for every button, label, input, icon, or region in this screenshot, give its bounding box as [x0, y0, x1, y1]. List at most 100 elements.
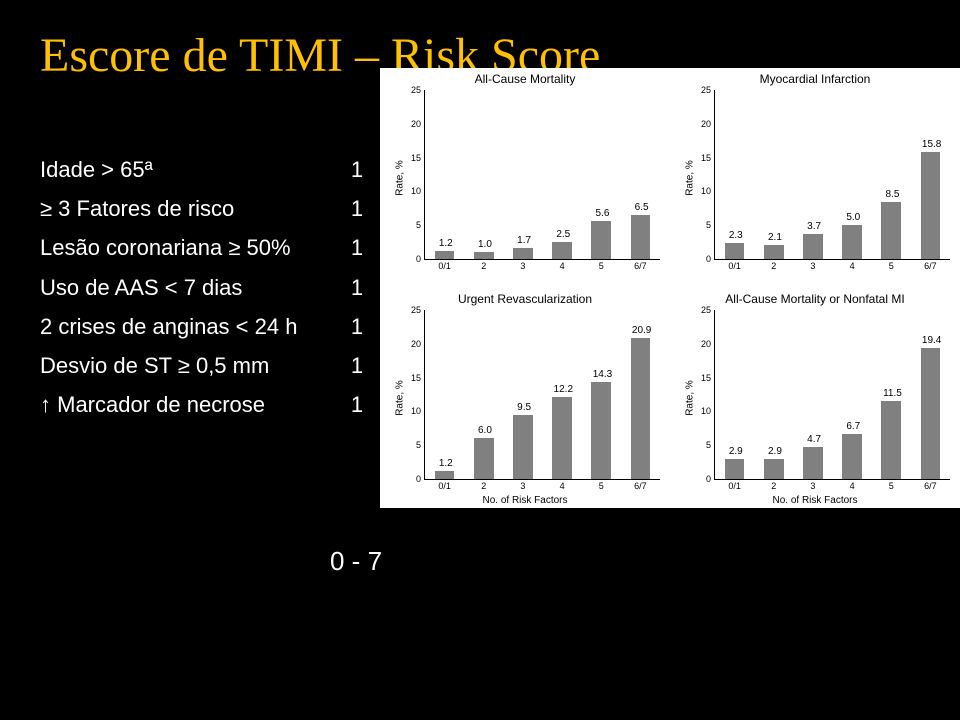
bar-value: 14.3 [582, 369, 622, 380]
y-tick: 20 [701, 119, 715, 129]
x-tick: 6/7 [924, 259, 937, 271]
y-tick: 0 [416, 474, 425, 484]
y-tick: 5 [416, 440, 425, 450]
chart-title: Myocardial Infarction [670, 72, 960, 86]
bar-value: 2.9 [716, 446, 756, 457]
bar-value: 1.0 [465, 239, 505, 250]
x-tick: 4 [850, 259, 855, 271]
chart-title: Urgent Revascularization [380, 292, 670, 306]
criteria-label: ↑ Marcador de necrose [40, 387, 265, 422]
bar [764, 459, 784, 479]
y-tick: 15 [411, 373, 425, 383]
criteria-value: 1 [339, 309, 375, 344]
plot-area: 05101520251.20/16.029.5312.2414.3520.96/… [424, 310, 660, 480]
x-tick: 2 [481, 259, 486, 271]
x-tick: 4 [850, 479, 855, 491]
criteria-row: Desvio de ST ≥ 0,5 mm1 [40, 346, 375, 385]
x-tick: 0/1 [728, 479, 741, 491]
x-tick: 0/1 [438, 259, 451, 271]
x-tick: 5 [599, 259, 604, 271]
bar-value: 6.7 [833, 421, 873, 432]
bar [552, 242, 572, 259]
criteria-label: Idade > 65ª [40, 152, 153, 187]
bar-value: 15.8 [912, 139, 952, 150]
bar-value: 8.5 [872, 189, 912, 200]
bar [435, 251, 455, 259]
criteria-value: 1 [339, 230, 375, 265]
y-tick: 0 [706, 254, 715, 264]
chart-all-cause-mortality: All-Cause MortalityRate, %05101520251.20… [380, 68, 670, 288]
bar [552, 397, 572, 479]
x-tick: 0/1 [728, 259, 741, 271]
x-tick: 3 [520, 479, 525, 491]
bar [921, 348, 941, 479]
bar-value: 2.5 [543, 229, 583, 240]
y-tick: 15 [701, 373, 715, 383]
x-tick: 5 [599, 479, 604, 491]
x-tick: 3 [810, 479, 815, 491]
x-tick: 2 [771, 479, 776, 491]
bar-value: 6.0 [465, 425, 505, 436]
x-tick: 2 [771, 259, 776, 271]
bar-value: 19.4 [912, 335, 952, 346]
y-tick: 25 [411, 85, 425, 95]
bar-value: 12.2 [543, 384, 583, 395]
criteria-value: 1 [339, 348, 375, 383]
bar-value: 1.2 [426, 238, 466, 249]
bar-value: 1.7 [504, 235, 544, 246]
bar [513, 248, 533, 259]
y-tick: 15 [701, 153, 715, 163]
plot-area: 05101520251.20/11.021.732.545.656.56/7 [424, 90, 660, 260]
y-axis-label: Rate, % [394, 380, 405, 416]
y-tick: 0 [706, 474, 715, 484]
bar-value: 1.2 [426, 458, 466, 469]
y-tick: 10 [411, 186, 425, 196]
chart-urgent-revasc: Urgent Revascularization Rate, % No. of Ri… [380, 288, 670, 508]
chart-mortality-nonfatal-mi: All-Cause Mortality or Nonfatal MI Rate, … [670, 288, 960, 508]
bar [591, 221, 611, 259]
criteria-row: Uso de AAS < 7 dias1 [40, 268, 375, 307]
bar-value: 9.5 [504, 402, 544, 413]
y-axis-label: Rate, % [684, 160, 695, 196]
plot-area: 05101520252.30/12.123.735.048.5515.86/7 [714, 90, 950, 260]
plot-area: 05101520252.90/12.924.736.7411.5519.46/7 [714, 310, 950, 480]
chart-myocardial-infarction: Myocardial Infarction Rate, % 05101520252.… [670, 68, 960, 288]
x-tick: 3 [520, 259, 525, 271]
score-range: 0 - 7 [330, 546, 382, 577]
criteria-label: 2 crises de anginas < 24 h [40, 309, 297, 344]
bar-value: 2.3 [716, 230, 756, 241]
bar [803, 447, 823, 479]
x-tick: 5 [889, 259, 894, 271]
y-tick: 25 [701, 305, 715, 315]
y-tick: 20 [701, 339, 715, 349]
criteria-row: ↑ Marcador de necrose1 [40, 385, 375, 424]
chart-title: All-Cause Mortality or Nonfatal MI [670, 292, 960, 306]
bar [725, 243, 745, 259]
bar-value: 20.9 [622, 325, 662, 336]
bar-value: 5.0 [833, 212, 873, 223]
y-tick: 10 [411, 406, 425, 416]
x-tick: 4 [560, 259, 565, 271]
bar-value: 5.6 [582, 208, 622, 219]
criteria-value: 1 [339, 152, 375, 187]
bar-value: 2.1 [755, 232, 795, 243]
criteria-row: 2 crises de anginas < 24 h 1 [40, 307, 375, 346]
bar [842, 225, 862, 259]
y-axis-label: Rate, % [394, 160, 405, 196]
criteria-value: 1 [339, 191, 375, 226]
y-tick: 5 [706, 220, 715, 230]
criteria-label: ≥ 3 Fatores de risco [40, 191, 234, 226]
criteria-label: Lesão coronariana ≥ 50% [40, 230, 291, 265]
y-tick: 5 [416, 220, 425, 230]
x-axis-label: No. of Risk Factors [380, 495, 670, 506]
x-tick: 4 [560, 479, 565, 491]
criteria-row: Idade > 65ª 1 [40, 150, 375, 189]
x-tick: 5 [889, 479, 894, 491]
bar [764, 245, 784, 259]
x-tick: 6/7 [634, 259, 647, 271]
y-tick: 25 [701, 85, 715, 95]
criteria-label: Uso de AAS < 7 dias [40, 270, 242, 305]
y-axis-label: Rate, % [684, 380, 695, 416]
x-axis-label: No. of Risk Factors [670, 495, 960, 506]
x-tick: 2 [481, 479, 486, 491]
